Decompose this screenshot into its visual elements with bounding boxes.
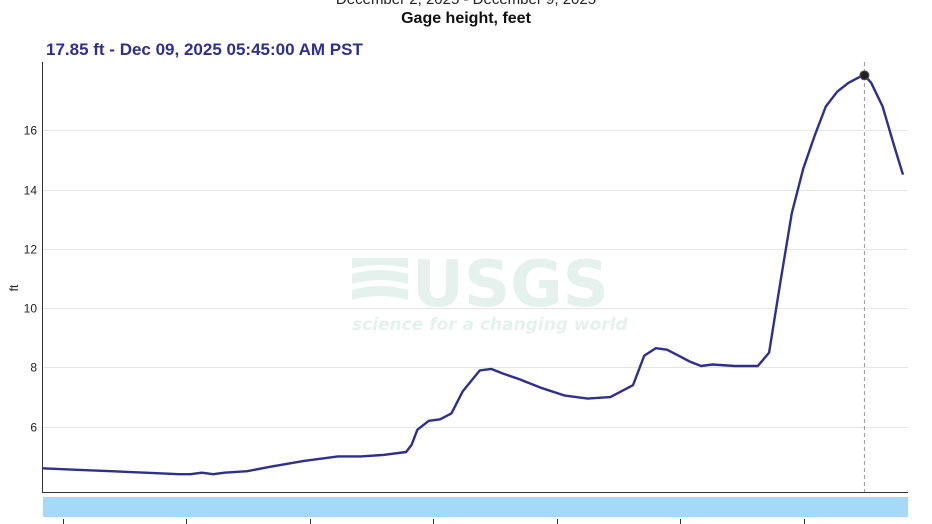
plot-area[interactable]: [42, 62, 905, 492]
highlight-point[interactable]: [859, 70, 870, 81]
usgs-watermark-tagline: science for a changing world: [352, 315, 628, 335]
y-tick-label: 6: [30, 421, 37, 435]
y-tick-label: 10: [24, 302, 38, 316]
series-line[interactable]: [42, 74, 905, 476]
y-tick-label: 14: [24, 184, 38, 198]
chart-title: Gage height, feet: [401, 10, 531, 27]
y-tick-label: 12: [24, 243, 38, 257]
date-range-subtitle: December 2, 2025 - December 9, 2025: [0, 0, 932, 8]
y-tick-label: 8: [30, 361, 37, 375]
y-tick-label: 16: [24, 124, 38, 138]
range-navigator[interactable]: [43, 497, 908, 517]
usgs-wave-logo: [352, 258, 408, 300]
navigator-ticks: [63, 519, 805, 524]
grid-lines: [43, 130, 908, 428]
usgs-watermark: USGS science for a changing world: [352, 248, 628, 335]
y-axis-label: ft: [7, 284, 21, 291]
y-axis-ticks: 6 8 10 12 14 16: [24, 124, 38, 435]
usgs-watermark-text: USGS: [412, 248, 609, 322]
hover-readout: 17.85 ft - Dec 09, 2025 05:45:00 AM PST: [46, 40, 363, 59]
